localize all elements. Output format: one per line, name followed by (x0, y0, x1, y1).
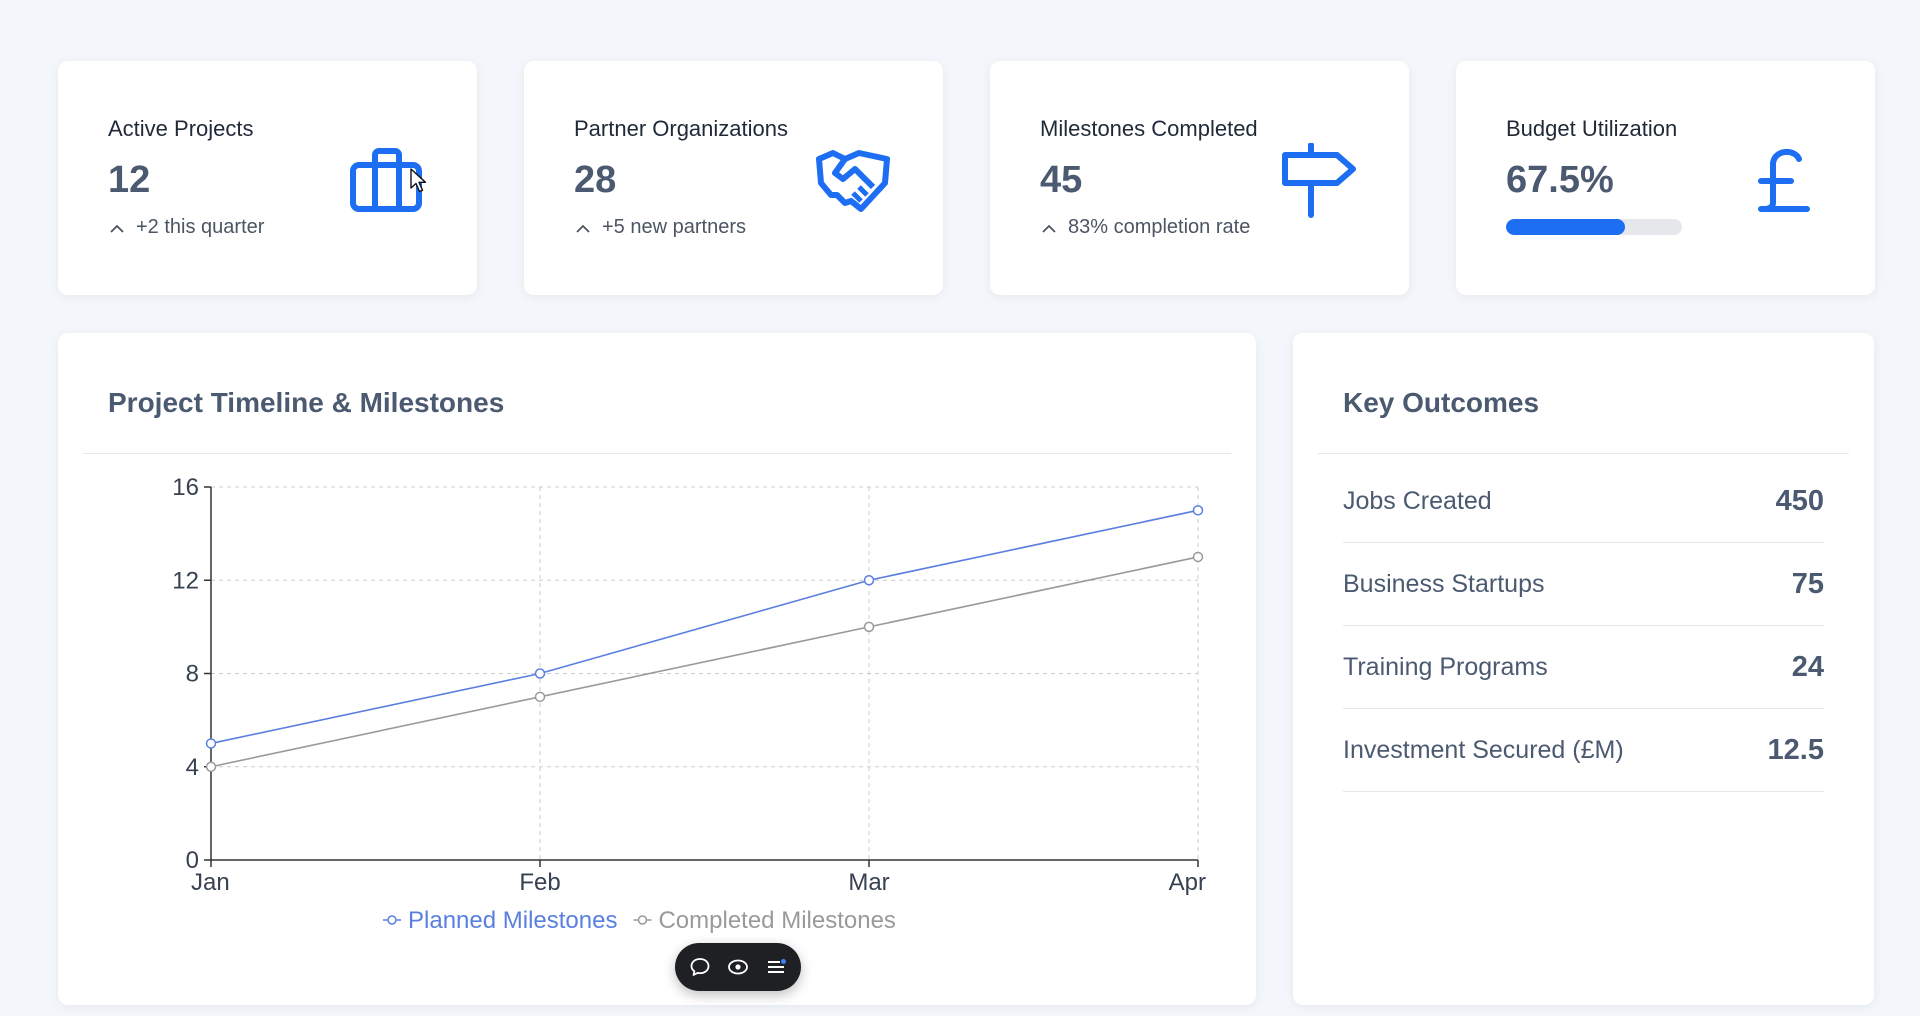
stat-card-milestones-completed[interactable]: Milestones Completed 45 83% completion r… (990, 61, 1409, 295)
stat-trend-text: +5 new partners (602, 216, 746, 238)
y-tick-label: 12 (172, 567, 199, 594)
chevron-up-icon (576, 224, 590, 233)
stat-trend: +5 new partners (574, 216, 746, 239)
y-tick-label: 16 (172, 474, 199, 501)
x-tick-label: Feb (519, 869, 560, 896)
outcome-value: 24 (1791, 650, 1824, 683)
stat-trend: 83% completion rate (1040, 216, 1250, 239)
stat-card-budget-utilization[interactable]: Budget Utilization 67.5% (1456, 61, 1875, 295)
x-tick-label: Apr (1169, 869, 1206, 896)
stat-value: 12 (108, 159, 151, 201)
outcome-row: Training Programs 24 (1343, 626, 1824, 709)
stat-value: 45 (1040, 159, 1083, 201)
outcome-label: Investment Secured (£M) (1343, 735, 1624, 764)
series-line-0 (210, 509, 1199, 745)
stat-value: 67.5% (1506, 159, 1614, 201)
budget-progress-bar (1506, 219, 1682, 235)
panel-title: Project Timeline & Milestones (108, 387, 505, 418)
signpost-icon (1282, 143, 1356, 218)
outcome-label: Business Startups (1343, 569, 1545, 598)
menu-button[interactable] (763, 954, 789, 980)
handshake-icon (816, 150, 890, 212)
budget-progress-fill (1506, 219, 1625, 235)
chevron-up-icon (110, 224, 124, 233)
menu-icon (768, 959, 786, 973)
legend-label: Completed Milestones (658, 907, 895, 934)
stat-label: Milestones Completed (1040, 116, 1258, 141)
data-point (863, 575, 875, 586)
line-chart: 0 4 8 12 16 Jan Feb Mar Apr Planned Milestones Com… (172, 474, 1206, 934)
stat-label: Budget Utilization (1506, 116, 1678, 141)
mouse-cursor-icon (410, 168, 427, 193)
series-line-1 (210, 556, 1199, 768)
key-outcomes-card: Key Outcomes Jobs Created 450 Business S… (1293, 333, 1874, 1005)
legend-swatch-point (637, 915, 648, 925)
eye-icon (728, 959, 748, 975)
stat-card-active-projects[interactable]: Active Projects 12 +2 this quarter (58, 61, 477, 295)
data-point (1192, 505, 1204, 516)
stat-trend-text: +2 this quarter (136, 216, 265, 238)
outcome-row: Jobs Created 450 (1343, 460, 1824, 543)
stat-card-partner-organizations[interactable]: Partner Organizations 28 +5 new partners (524, 61, 943, 295)
data-point (205, 738, 217, 749)
x-tick-label: Jan (191, 869, 230, 896)
data-point (534, 691, 546, 703)
outcome-value: 12.5 (1767, 733, 1824, 766)
outcome-value: 450 (1775, 484, 1824, 517)
stat-label: Active Projects (108, 116, 254, 141)
floating-toolbar (675, 943, 801, 991)
data-point (205, 761, 217, 772)
chevron-up-icon (1042, 224, 1056, 233)
comment-button[interactable] (687, 954, 713, 980)
stat-trend: +2 this quarter (108, 216, 264, 239)
panel-divider (83, 453, 1231, 454)
outcome-value: 75 (1791, 567, 1824, 600)
outcome-row: Business Startups 75 (1343, 543, 1824, 626)
data-point (534, 668, 546, 679)
outcome-label: Jobs Created (1343, 486, 1492, 515)
view-button[interactable] (725, 954, 751, 980)
panel-title: Key Outcomes (1343, 387, 1540, 418)
stat-trend-text: 83% completion rate (1068, 216, 1251, 238)
stat-label: Partner Organizations (574, 116, 788, 141)
panel-divider (1318, 453, 1849, 454)
outcome-row: Investment Secured (£M) 12.5 (1343, 709, 1824, 792)
comment-icon (690, 958, 710, 976)
y-tick-label: 0 (186, 847, 199, 874)
legend-swatch-point (387, 915, 397, 925)
timeline-chart-card: Project Timeline & Milestones 0 4 8 12 16 Jan… (58, 333, 1256, 1005)
x-tick-label: Mar (848, 869, 889, 896)
data-point (863, 621, 875, 633)
data-point (1192, 551, 1204, 563)
pound-sterling-icon (1758, 149, 1810, 212)
y-tick-label: 4 (186, 754, 199, 781)
stat-value: 28 (574, 159, 617, 201)
outcome-label: Training Programs (1343, 652, 1548, 681)
legend-label: Planned Milestones (408, 907, 617, 934)
y-tick-label: 8 (186, 661, 199, 688)
